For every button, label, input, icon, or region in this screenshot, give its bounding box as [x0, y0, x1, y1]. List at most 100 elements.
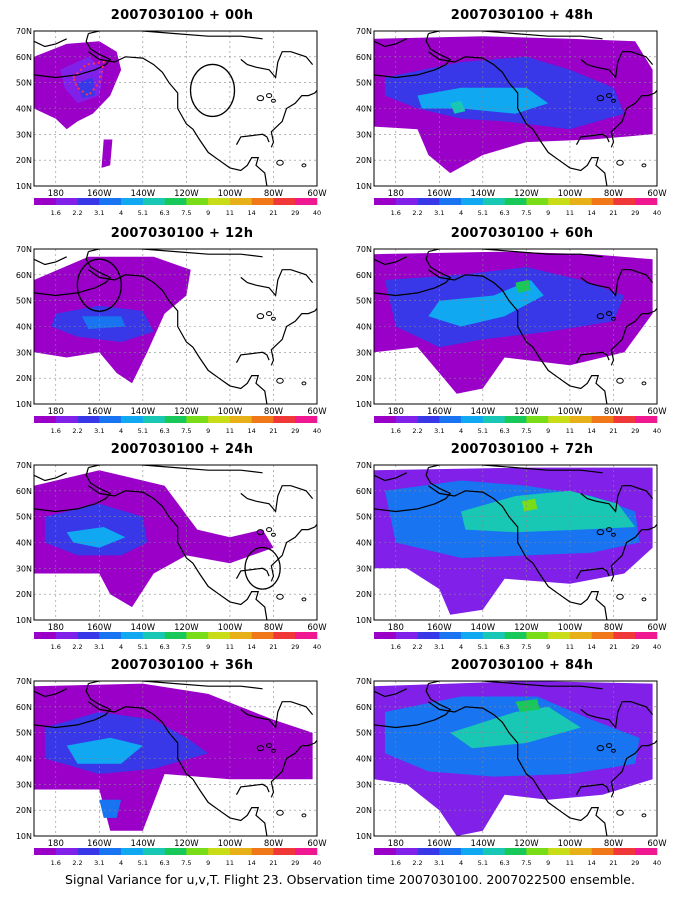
y-tick-label: 70N — [356, 28, 372, 36]
colorbar-label: 14 — [248, 859, 256, 867]
coastline — [88, 31, 263, 40]
coastline — [611, 316, 616, 321]
colorbar-swatch — [229, 848, 252, 855]
y-tick-label: 10N — [16, 832, 32, 841]
colorbar-swatch — [417, 848, 440, 855]
coastline — [374, 256, 407, 266]
panel-84h: 2007030100 + 84h 10N 20N 30N 40N 50N 60N 70N 18… — [352, 658, 692, 878]
x-tick-label: 100W — [558, 839, 583, 849]
colorbar-swatch — [142, 848, 165, 855]
x-tick-label: 180 — [388, 189, 404, 199]
colorbar-swatch — [461, 848, 484, 855]
variance-map: 10N 20N 30N 40N 50N 60N 70N 180 160W 140W 120W 100W… — [16, 246, 327, 435]
colorbar-label: 40 — [653, 209, 661, 217]
x-tick-label: 60W — [307, 623, 327, 633]
y-tick-label: 60N — [16, 703, 32, 712]
colorbar-swatch — [251, 416, 274, 423]
colorbar-swatch — [251, 848, 274, 855]
colorbar-swatch — [504, 198, 527, 205]
coastline — [606, 527, 613, 533]
panel-36h: 2007030100 + 36h 10N 20N 30N 40N 50N 60N 70N 18… — [12, 658, 352, 878]
y-tick-label: 40N — [356, 539, 372, 548]
colorbar-swatch — [591, 198, 614, 205]
y-tick-label: 50N — [356, 297, 372, 306]
y-tick-label: 50N — [16, 729, 32, 738]
colorbar-label: 11 — [226, 859, 234, 867]
y-tick-label: 10N — [16, 182, 32, 191]
colorbar-label: 14 — [248, 209, 256, 217]
colorbar-label: 6.3 — [159, 427, 169, 435]
colorbar-label: 2.2 — [72, 209, 82, 217]
colorbar-label: 29 — [631, 643, 639, 651]
colorbar-swatch — [164, 198, 187, 205]
colorbar-swatch — [635, 632, 658, 639]
y-tick-label: 60N — [356, 271, 372, 280]
x-tick-label: 160W — [87, 623, 112, 633]
colorbar-swatch — [55, 416, 78, 423]
colorbar-label: 7.5 — [521, 427, 531, 435]
x-tick-label: 60W — [647, 623, 667, 633]
colorbar-label: 9 — [546, 859, 550, 867]
coastline — [428, 681, 603, 690]
colorbar-swatch — [295, 632, 318, 639]
coastline — [240, 701, 314, 729]
coastline — [428, 269, 608, 404]
colorbar-swatch — [439, 632, 462, 639]
colorbar-label: 29 — [631, 859, 639, 867]
colorbar-label: 7.5 — [521, 209, 531, 217]
panel-60h: 2007030100 + 60h 10N 20N 30N 40N 50N 60N 70N 18… — [352, 226, 692, 446]
colorbar-swatch — [482, 416, 505, 423]
y-tick-label: 20N — [356, 374, 372, 383]
coastline — [611, 748, 616, 753]
colorbar-swatch — [186, 198, 209, 205]
colorbar-swatch — [613, 632, 636, 639]
x-tick-label: 160W — [87, 407, 112, 417]
map-frame — [373, 30, 658, 187]
colorbar-label: 40 — [313, 859, 321, 867]
colorbar-swatch — [251, 632, 274, 639]
coastline — [235, 783, 270, 795]
colorbar-swatch — [208, 848, 231, 855]
colorbar-swatch — [569, 848, 592, 855]
variance-region — [515, 280, 531, 293]
coastline — [641, 813, 647, 818]
coastline — [428, 51, 608, 186]
x-tick-label: 100W — [218, 839, 243, 849]
x-tick-label: 80W — [604, 623, 624, 633]
colorbar-swatch — [504, 416, 527, 423]
x-tick-label: 60W — [307, 189, 327, 199]
coastline — [428, 485, 608, 620]
y-tick-label: 40N — [356, 755, 372, 764]
x-tick-label: 160W — [87, 839, 112, 849]
x-tick-label: 180 — [388, 839, 404, 849]
x-tick-label: 80W — [264, 839, 284, 849]
coastline — [616, 809, 624, 816]
x-tick-label: 140W — [131, 623, 156, 633]
coastline — [596, 313, 605, 320]
coastline — [276, 809, 284, 816]
coastline — [34, 33, 112, 79]
colorbar-swatch — [548, 416, 571, 423]
coastline — [580, 51, 654, 79]
colorbar-swatch — [77, 198, 100, 205]
x-tick-label: 120W — [174, 839, 199, 849]
colorbar-label: 5.1 — [478, 427, 488, 435]
coastline — [266, 93, 273, 99]
colorbar-label: 11 — [566, 209, 574, 217]
colorbar-label: 3.1 — [94, 209, 104, 217]
colorbar-label: 6.3 — [499, 859, 509, 867]
y-tick-label: 30N — [356, 130, 372, 139]
coastline — [428, 701, 608, 836]
colorbar-swatch — [164, 632, 187, 639]
x-tick-label: 160W — [427, 407, 452, 417]
variance-region — [101, 139, 113, 168]
colorbar-swatch — [374, 848, 397, 855]
colorbar-label: 29 — [291, 643, 299, 651]
coastline — [374, 38, 407, 48]
colorbar-label: 3.1 — [434, 643, 444, 651]
colorbar-label: 4 — [119, 427, 123, 435]
y-tick-label: 60N — [16, 487, 32, 496]
colorbar-label: 2.2 — [72, 427, 82, 435]
colorbar-swatch — [186, 632, 209, 639]
coastline — [235, 567, 270, 579]
